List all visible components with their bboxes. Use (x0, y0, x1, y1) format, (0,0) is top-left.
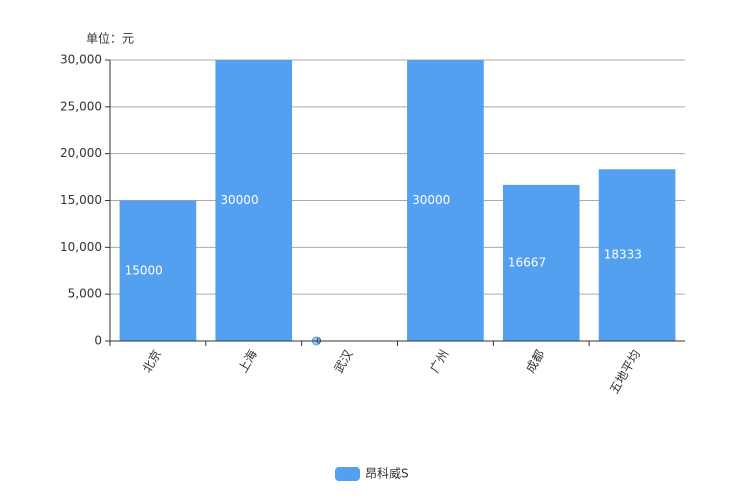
bar (407, 60, 484, 341)
bar (502, 184, 580, 341)
data-label: 16667 (508, 255, 546, 269)
y-tick-label: 25,000 (60, 99, 102, 113)
bar (598, 169, 676, 341)
y-tick-label: 5,000 (68, 287, 102, 301)
y-tick-label: 0 (94, 334, 102, 348)
data-label: 18333 (604, 248, 642, 262)
data-label: 15000 (125, 263, 163, 277)
data-label: 30000 (412, 193, 450, 207)
bar (215, 60, 293, 341)
x-tick-label: 上海 (235, 347, 260, 375)
data-label: 30000 (220, 193, 258, 207)
x-tick-label: 五地平均 (607, 348, 643, 397)
bar (119, 200, 197, 341)
x-tick-label: 北京 (140, 348, 164, 376)
y-tick-label: 20,000 (60, 146, 102, 160)
legend-label: 昂科威S (365, 467, 409, 481)
x-tick-label: 广州 (427, 348, 451, 376)
y-tick-label: 30,000 (60, 53, 102, 67)
x-tick-label: 成都 (523, 348, 547, 376)
y-axis-label: 单位：元 (86, 31, 134, 46)
legend-swatch (335, 467, 360, 481)
y-tick-label: 15,000 (60, 193, 102, 207)
x-tick-label: 武汉 (332, 348, 356, 376)
y-tick-label: 10,000 (60, 240, 102, 254)
